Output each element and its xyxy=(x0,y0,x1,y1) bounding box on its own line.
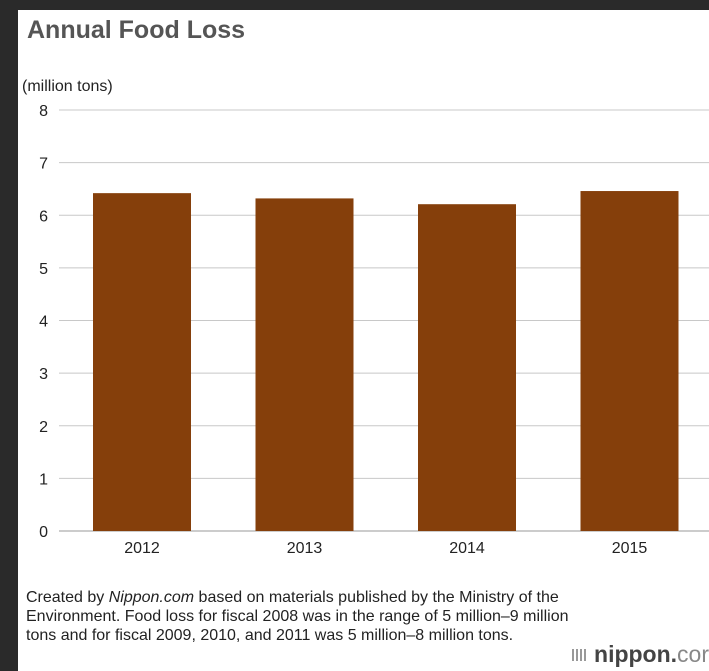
y-tick-label: 2 xyxy=(39,419,48,436)
y-tick-label: 7 xyxy=(39,156,48,173)
bar-2012 xyxy=(93,193,191,531)
chart-panel: Annual Food Loss (million tons) 0 1 2 3 4 5 6 7… xyxy=(18,10,709,671)
y-axis-unit-label: (million tons) xyxy=(22,78,113,95)
nippon-logo: nippon. cor xyxy=(572,641,709,668)
bar-2014 xyxy=(418,204,516,532)
y-tick-label: 8 xyxy=(39,103,48,120)
chart-title: Annual Food Loss xyxy=(27,16,246,44)
bar-chart: 0 1 2 3 4 5 6 7 8 2012 2013 2014 2015 xyxy=(39,103,709,557)
x-tick-label: 2014 xyxy=(449,540,485,557)
bars xyxy=(93,191,679,532)
x-axis-tick-labels: 2012 2013 2014 2015 xyxy=(124,540,647,557)
note-source: Nippon.com xyxy=(108,589,195,606)
logo-bars-icon xyxy=(572,648,587,661)
bar-2015 xyxy=(580,191,679,532)
y-axis-tick-labels: 0 1 2 3 4 5 6 7 8 xyxy=(39,103,48,541)
note-prefix: Created by xyxy=(26,589,109,606)
bar-2013 xyxy=(255,198,354,531)
y-tick-label: 6 xyxy=(39,208,48,225)
x-tick-label: 2012 xyxy=(124,540,160,557)
logo-suffix: cor xyxy=(677,641,709,667)
source-note: Created by Nippon.com based on materials… xyxy=(26,588,586,645)
y-tick-label: 0 xyxy=(39,524,48,541)
logo-text: nippon. xyxy=(594,641,678,667)
x-tick-label: 2013 xyxy=(287,540,323,557)
y-tick-label: 4 xyxy=(39,314,48,331)
y-tick-label: 1 xyxy=(39,471,48,488)
note-suffix: based on materials published by the Mini… xyxy=(26,589,569,644)
y-tick-label: 5 xyxy=(39,261,48,278)
x-tick-label: 2015 xyxy=(612,540,648,557)
y-tick-label: 3 xyxy=(39,366,48,383)
